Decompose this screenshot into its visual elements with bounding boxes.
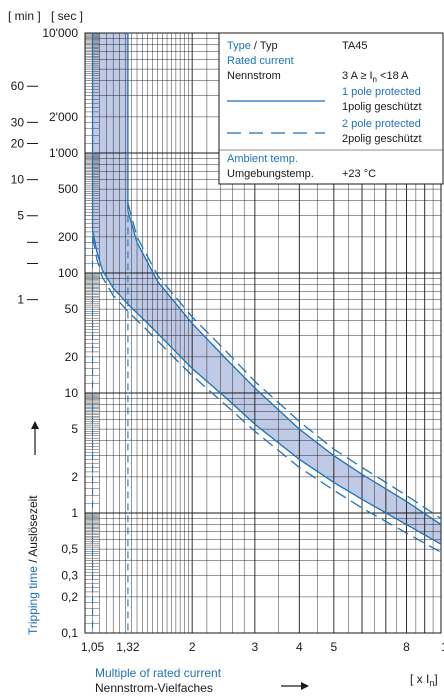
legend-type-value: TA45 <box>342 40 367 52</box>
legend-ambient-value: +23 °C <box>342 168 376 180</box>
y-tick-label-min: 20 <box>11 136 25 150</box>
x-tick-label: 2 <box>189 640 196 654</box>
unit-label-sec: [ sec ] <box>51 9 83 23</box>
axis-label-layer: [ min ] [ sec ] Tripping time / Auslösez… <box>8 9 438 695</box>
curve-layer <box>91 33 442 633</box>
y-axis-title: Tripping time / Auslösezeit <box>26 495 40 635</box>
y-tick-label-min: 1 <box>17 293 24 307</box>
y-tick-label-sec: 5 <box>71 422 78 436</box>
x-axis-title-de: Nennstrom-Vielfaches <box>95 681 213 695</box>
x-tick-label: 4 <box>296 640 303 654</box>
y-tick-label-sec: 0,2 <box>61 590 78 604</box>
legend-rated-current-label: Rated current <box>227 55 294 67</box>
legend-nennstrom-label: Nennstrom <box>227 70 281 82</box>
y-tick-label-sec: 1'000 <box>49 146 78 160</box>
x-tick-label: 3 <box>252 640 259 654</box>
y-tick-label-sec: 20 <box>65 350 79 364</box>
x-tick-label: 8 <box>403 640 410 654</box>
x-tick-label: 1,32 <box>116 640 140 654</box>
y-tick-label-sec: 1 <box>71 506 78 520</box>
y-axis-arrow-icon <box>31 421 39 429</box>
y-tick-label-min: 60 <box>11 79 25 93</box>
x-tick-label: 10 <box>441 640 444 654</box>
legend-one-pole-de: 1polig geschützt <box>342 101 422 113</box>
y-tick-label-sec: 0,5 <box>61 542 78 556</box>
legend-two-pole-de: 2polig geschützt <box>342 133 422 145</box>
legend-ambient-de: Umgebungstemp. <box>227 168 314 180</box>
x-tick-label: 5 <box>330 640 337 654</box>
legend-one-pole-en: 1 pole protected <box>342 86 421 98</box>
y-tick-label-min: 5 <box>17 209 24 223</box>
legend-box: Type / Typ TA45 Rated current Nennstrom … <box>218 32 444 185</box>
legend-type-label: Type / Typ <box>227 40 278 52</box>
y-tick-label-sec: 10'000 <box>42 26 78 40</box>
unit-label-min: [ min ] <box>8 9 41 23</box>
curve-2pole-3 <box>127 203 442 520</box>
y-tick-label-sec: 2'000 <box>49 110 78 124</box>
x-axis-title-en: Multiple of rated current <box>95 666 222 680</box>
tick-label-layer: 1,051,32234581010'0002'0001'000500200100… <box>11 26 444 654</box>
y-tick-label-min: 30 <box>11 115 25 129</box>
legend-background <box>218 32 444 185</box>
y-tick-label-sec: 50 <box>65 302 79 316</box>
x-unit-label: [ x In] <box>410 672 438 688</box>
y-tick-label-sec: 100 <box>58 266 78 280</box>
y-tick-label-sec: 0,3 <box>61 569 78 583</box>
y-tick-label-sec: 500 <box>58 182 78 196</box>
legend-rated-value: 3 A ≥ In <18 A <box>342 70 409 84</box>
x-axis-arrow-icon <box>301 682 309 690</box>
curve-2pole-2 <box>91 236 442 553</box>
y-tick-label-min: 10 <box>11 173 25 187</box>
y-tick-label-sec: 0,1 <box>61 626 78 640</box>
legend-two-pole-en: 2 pole protected <box>342 118 421 130</box>
x-tick-label: 1,05 <box>81 640 105 654</box>
legend-ambient-label: Ambient temp. <box>227 153 298 165</box>
y-tick-label-sec: 200 <box>58 230 78 244</box>
y-tick-label-sec: 10 <box>65 386 79 400</box>
y-tick-label-sec: 2 <box>71 470 78 484</box>
curve-1pole-1 <box>127 210 442 526</box>
curve-1pole-0 <box>91 229 442 545</box>
